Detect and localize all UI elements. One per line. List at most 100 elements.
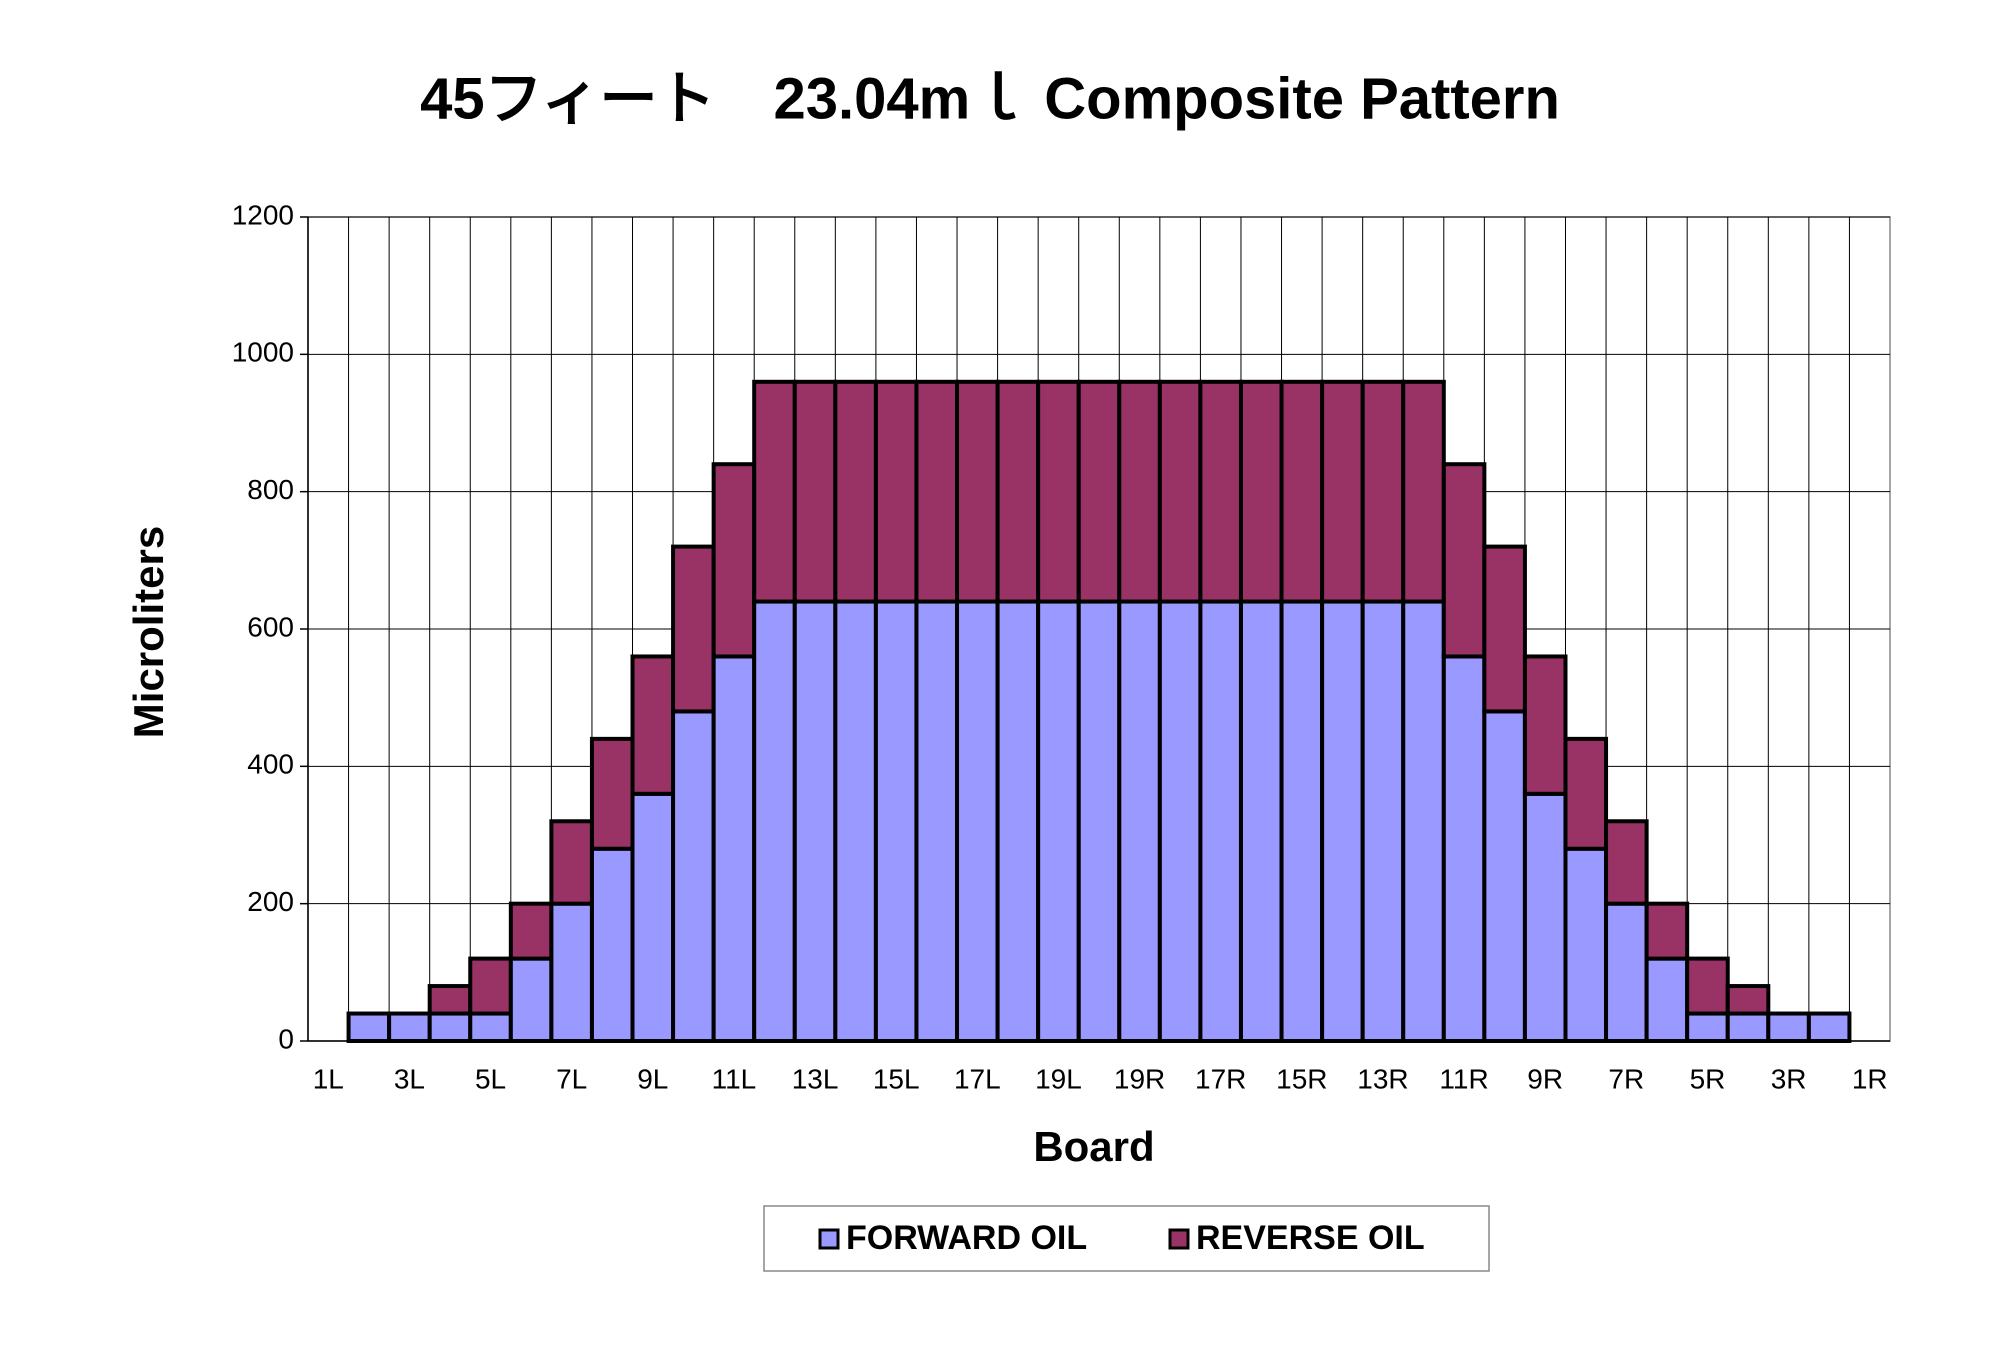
bar-segment — [1238, 379, 1284, 604]
x-tick-label: 1L — [313, 1063, 344, 1094]
bar-segment — [955, 599, 1000, 1043]
bar-segment — [1360, 599, 1406, 1043]
bar-segment — [387, 1011, 432, 1043]
x-tick-label: 11R — [1439, 1063, 1488, 1094]
bar-segment — [1441, 654, 1487, 1043]
x-axis-title: Board — [1033, 1123, 1154, 1170]
legend-swatch — [1168, 1228, 1190, 1250]
x-tick-label: 9L — [637, 1063, 668, 1094]
x-tick-label: 3R — [1771, 1063, 1807, 1094]
bar-segment — [1401, 599, 1446, 1043]
bar-segment — [1157, 379, 1203, 604]
bar-segment — [427, 1011, 473, 1043]
y-tick-label: 0 — [278, 1023, 294, 1054]
bar-segment — [1604, 901, 1649, 1044]
y-axis-title: Microliters — [125, 526, 172, 738]
bar-segment — [1522, 791, 1568, 1043]
x-tick-label: 9R — [1527, 1063, 1563, 1094]
bar-segment — [1604, 819, 1649, 906]
bar-segment — [1279, 599, 1325, 1043]
x-tick-label: 5R — [1690, 1063, 1726, 1094]
x-tick-label: 7L — [556, 1063, 587, 1094]
bar-segment — [468, 1011, 513, 1043]
bar-segment — [1685, 1011, 1730, 1043]
bar-segment — [1036, 379, 1081, 604]
bar-segment — [1806, 1011, 1852, 1043]
y-tick-label: 1200 — [232, 199, 294, 230]
bar-segment — [1401, 379, 1446, 604]
x-tick-label: 7R — [1608, 1063, 1644, 1094]
bar-segment — [1117, 379, 1162, 604]
bar-segment — [752, 379, 797, 604]
bar-segment — [1644, 956, 1690, 1043]
bar-segment — [1076, 379, 1122, 604]
x-tick-label: 15L — [873, 1063, 920, 1094]
bar-segment — [1482, 544, 1527, 714]
bar-segment — [1360, 379, 1406, 604]
bar-segment — [1725, 1011, 1771, 1043]
bar-segment — [792, 599, 838, 1043]
bar-segment — [995, 599, 1041, 1043]
x-tick-label: 13R — [1357, 1063, 1408, 1094]
x-tick-label: 1R — [1852, 1063, 1888, 1094]
bar-segment — [1198, 599, 1243, 1043]
bar-segment — [346, 1011, 392, 1043]
bar-segment — [1766, 1011, 1811, 1043]
bar-segment — [1725, 984, 1771, 1016]
y-tick-label: 1000 — [232, 337, 294, 368]
bar-segment — [1320, 379, 1365, 604]
bar-segment — [1685, 956, 1730, 1016]
bar-segment — [711, 654, 757, 1043]
bar-segment — [1644, 901, 1690, 961]
chart-title: 45フィート 23.04mｌ Composite Pattern — [420, 66, 1560, 131]
bar-segment — [1279, 379, 1325, 604]
bar-segment — [1117, 599, 1162, 1043]
bar-segment — [833, 379, 878, 604]
x-tick-label: 15R — [1276, 1063, 1327, 1094]
bar-segment — [1441, 462, 1487, 659]
bar-segment — [1482, 709, 1527, 1044]
x-tick-label: 17L — [954, 1063, 1001, 1094]
bar-segment — [752, 599, 797, 1043]
bar-segment — [1563, 736, 1609, 851]
bar-segment — [995, 379, 1041, 604]
x-tick-label: 13L — [792, 1063, 839, 1094]
bar-segment — [630, 654, 676, 796]
bar-segment — [549, 901, 594, 1044]
x-tick-label: 19L — [1035, 1063, 1082, 1094]
bar-segment — [1157, 599, 1203, 1043]
bar-segment — [1198, 379, 1243, 604]
bar-segment — [711, 462, 757, 659]
bar-segment — [508, 901, 554, 961]
bar-segment — [468, 956, 513, 1016]
y-tick-label: 600 — [247, 611, 294, 642]
legend-label: FORWARD OIL — [846, 1219, 1087, 1257]
bar-segment — [792, 379, 838, 604]
bar-segment — [427, 984, 473, 1016]
y-tick-label: 200 — [247, 886, 294, 917]
bar-segment — [1563, 846, 1609, 1043]
bar-segment — [955, 379, 1000, 604]
bar-segment — [671, 709, 716, 1044]
bar-segment — [1320, 599, 1365, 1043]
legend-label: REVERSE OIL — [1196, 1219, 1425, 1257]
x-tick-label: 5L — [475, 1063, 506, 1094]
x-tick-label: 11L — [712, 1063, 757, 1094]
bar-segment — [1522, 654, 1568, 796]
y-tick-label: 800 — [247, 474, 294, 505]
bar-segment — [1076, 599, 1122, 1043]
bar-segment — [1036, 599, 1081, 1043]
bar-segment — [914, 379, 960, 604]
bar-segment — [630, 791, 676, 1043]
bar-segment — [873, 379, 919, 604]
bar-segment — [833, 599, 878, 1043]
bar-segment — [1238, 599, 1284, 1043]
x-tick-label: 3L — [394, 1063, 425, 1094]
x-tick-label: 19R — [1114, 1063, 1165, 1094]
legend-box — [763, 1205, 1490, 1272]
bar-segment — [508, 956, 554, 1043]
legend-swatch — [818, 1228, 840, 1250]
bar-segment — [589, 846, 635, 1043]
x-tick-label: 17R — [1195, 1063, 1246, 1094]
